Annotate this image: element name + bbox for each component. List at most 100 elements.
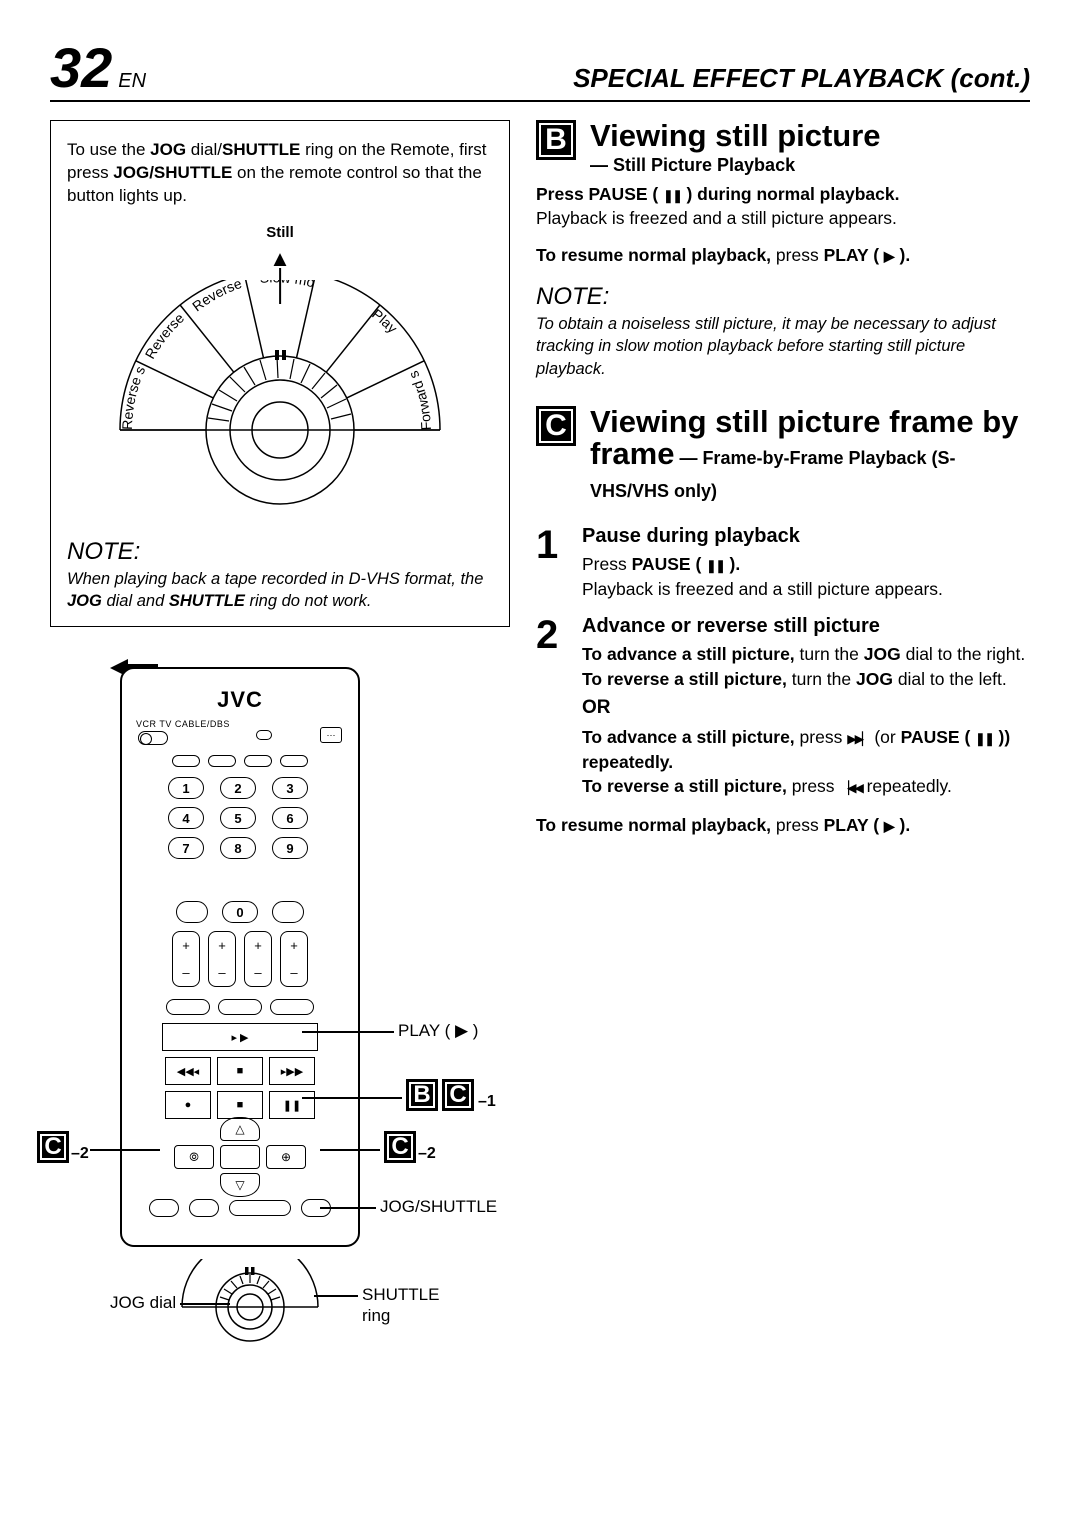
step-1: 1 Pause during playback Press PAUSE ( ).… bbox=[536, 525, 1030, 601]
c2-left: C –2 bbox=[37, 1131, 89, 1163]
svg-text:Reverse search: Reverse search bbox=[115, 280, 148, 430]
callout-line bbox=[320, 1207, 376, 1208]
oval-button bbox=[176, 901, 208, 923]
pill-row bbox=[166, 999, 314, 1015]
bot-button bbox=[149, 1199, 179, 1217]
remote-body: JVC VCR TV CABLE/DBS ⋯ 1 2 3 4 bbox=[120, 667, 360, 1247]
callout-line bbox=[302, 1097, 402, 1098]
section-b-head: B Viewing still picture — Still Picture … bbox=[536, 120, 1030, 176]
intro-b2: SHUTTLE bbox=[222, 140, 300, 159]
top-leds: ⋯ bbox=[256, 727, 342, 743]
num-button: 2 bbox=[220, 777, 256, 799]
stop2-button: ■ bbox=[217, 1091, 263, 1119]
row-under-numpad: 0 bbox=[176, 901, 304, 923]
pill-button bbox=[218, 999, 262, 1015]
dpad-right: ⊕ bbox=[266, 1145, 306, 1169]
section-c-head: C Viewing still picture frame by frame —… bbox=[536, 406, 1030, 504]
dpad-up: △ bbox=[220, 1117, 260, 1141]
rocker: +– bbox=[244, 931, 272, 987]
led-icon bbox=[256, 730, 272, 740]
jog-shuttle-info-box: To use the JOG dial/SHUTTLE ring on the … bbox=[50, 120, 510, 627]
note-b1: JOG bbox=[67, 592, 102, 610]
pause-button: ❚❚ bbox=[269, 1091, 315, 1119]
bc-badges: B C –1 bbox=[406, 1079, 496, 1111]
play-icon bbox=[884, 245, 895, 265]
section-b-body: Press PAUSE ( ) during normal playback. … bbox=[536, 182, 1030, 231]
numpad: 1 2 3 4 5 6 7 8 9 bbox=[168, 777, 312, 859]
c2-right: C –2 bbox=[384, 1131, 436, 1163]
play-icon bbox=[884, 815, 895, 835]
pill-button bbox=[270, 999, 314, 1015]
intro-mid1: dial/ bbox=[186, 140, 222, 159]
bottom-row bbox=[149, 1199, 331, 1217]
num-button: 0 bbox=[222, 901, 258, 923]
step-2-title: Advance or reverse still picture bbox=[582, 615, 1030, 638]
jog-shuttle-button bbox=[229, 1200, 291, 1216]
badge-sub: –2 bbox=[418, 1145, 436, 1163]
note-post: ring do not work. bbox=[245, 592, 372, 610]
intro-b3: JOG/SHUTTLE bbox=[113, 163, 232, 182]
page-number-suffix: EN bbox=[118, 70, 146, 92]
badge-c-large: C bbox=[536, 406, 576, 446]
pill-button bbox=[166, 999, 210, 1015]
section-b-title: Viewing still picture bbox=[590, 120, 1030, 153]
or-label: OR bbox=[582, 697, 1030, 719]
pause-icon bbox=[975, 727, 994, 747]
step-1-body: Press PAUSE ( ). Playback is freezed and… bbox=[582, 552, 1030, 601]
shuttlering-callout: SHUTTLE ring bbox=[362, 1285, 439, 1326]
left-column: To use the JOG dial/SHUTTLE ring on the … bbox=[50, 120, 510, 1307]
step-num: 1 bbox=[536, 525, 566, 601]
dial-label-1: Reverse play bbox=[115, 280, 190, 361]
callout-line bbox=[314, 1295, 358, 1296]
callout-line bbox=[180, 1303, 230, 1304]
brand-logo: JVC bbox=[217, 687, 263, 713]
right-column: B Viewing still picture — Still Picture … bbox=[536, 120, 1030, 1307]
section-b-resume: To resume normal playback, press PLAY ( … bbox=[536, 243, 1030, 268]
still-label: Still bbox=[266, 224, 294, 241]
num-button: 7 bbox=[168, 837, 204, 859]
transport-controls: ▸ ▶ ◀◀◂ ■ ▸▶▶ ● ■ ❚❚ bbox=[162, 1023, 318, 1125]
pause-icon bbox=[706, 554, 725, 574]
small-pill bbox=[208, 755, 236, 767]
jogdial-callout: JOG dial bbox=[110, 1293, 176, 1313]
step-2-body-alt: To advance a still picture, press (or PA… bbox=[582, 725, 1030, 799]
num-button: 3 bbox=[272, 777, 308, 799]
step-1-title: Pause during playback bbox=[582, 525, 1030, 548]
mode-switch bbox=[138, 731, 168, 745]
shuttle-dial-diagram: Still ▲ bbox=[115, 224, 445, 524]
jog-shuttle-control bbox=[180, 1259, 320, 1357]
dpad-center bbox=[220, 1145, 260, 1169]
num-button: 6 bbox=[272, 807, 308, 829]
dpad-left: ⦾ bbox=[174, 1145, 214, 1169]
pause-icon bbox=[663, 184, 682, 204]
intro-b1: JOG bbox=[150, 140, 186, 159]
prev-frame-icon bbox=[839, 776, 861, 796]
badge-c: C bbox=[442, 1079, 474, 1111]
badge-b: B bbox=[406, 1079, 438, 1111]
next-frame-icon bbox=[847, 727, 869, 747]
note-b2: SHUTTLE bbox=[169, 592, 245, 610]
note-heading: NOTE: bbox=[67, 538, 493, 566]
rec-button: ● bbox=[165, 1091, 211, 1119]
section-b-note-body: To obtain a noiseless still picture, it … bbox=[536, 313, 1030, 380]
dial-label-5: Forward search bbox=[115, 280, 434, 431]
svg-text:Forward search: Forward search bbox=[115, 280, 434, 431]
dial-svg: Reverse search Reverse play Reverse slow… bbox=[115, 280, 445, 520]
rewind-button: ◀◀◂ bbox=[165, 1057, 211, 1085]
menu-dots-button: ⋯ bbox=[320, 727, 342, 743]
num-button: 1 bbox=[168, 777, 204, 799]
dial-label-4: Play bbox=[369, 306, 400, 336]
ffwd-button: ▸▶▶ bbox=[269, 1057, 315, 1085]
bot-button bbox=[189, 1199, 219, 1217]
badge-sub: –2 bbox=[71, 1145, 89, 1163]
badge-sub: –1 bbox=[478, 1093, 496, 1111]
num-button: 4 bbox=[168, 807, 204, 829]
badge-c: C bbox=[384, 1131, 416, 1163]
small-pill bbox=[244, 755, 272, 767]
play-callout: PLAY ( ▶ ) bbox=[398, 1021, 478, 1041]
callout-line bbox=[90, 1149, 160, 1150]
page-number: 32EN bbox=[50, 40, 146, 96]
oval-button bbox=[272, 901, 304, 923]
small-pill-row bbox=[172, 755, 308, 767]
rocker: +– bbox=[280, 931, 308, 987]
